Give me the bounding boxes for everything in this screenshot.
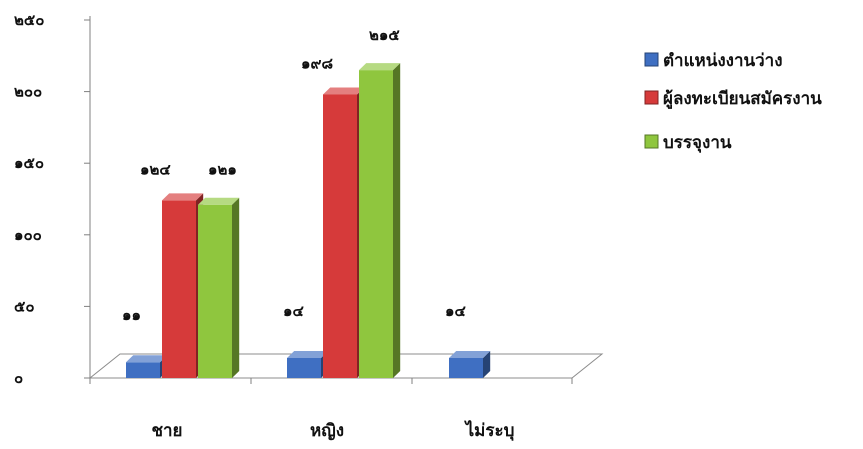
bar-top-face [359, 63, 401, 71]
y-tick-label: ๐ [14, 369, 23, 387]
data-label: ๑๑ [122, 306, 141, 324]
chart-floor [88, 353, 604, 379]
bar-side-face [483, 350, 491, 378]
data-label: ๑๒๔ [140, 160, 171, 178]
bar-front-face [198, 204, 232, 378]
bar-top-face [449, 350, 491, 358]
bar [162, 193, 204, 378]
bar-front-face [162, 200, 196, 378]
bar-side-face [232, 197, 240, 378]
bar [323, 87, 365, 379]
bar-front-face [126, 362, 160, 378]
bar-front-face [449, 357, 483, 378]
data-label: ๑๙๘ [301, 54, 334, 72]
bar [449, 350, 491, 378]
bar-top-face [198, 197, 240, 205]
bar-front-face [323, 94, 357, 379]
bar-side-face [393, 63, 401, 379]
bar-top-face [287, 350, 329, 358]
bar-front-face [359, 70, 393, 379]
legend-item: บรรจุงาน [644, 133, 732, 153]
legend-item: ตำแหน่งงานว่าง [644, 51, 783, 71]
bar [287, 350, 329, 378]
bar-top-face [126, 355, 168, 363]
legend-swatch [644, 52, 659, 67]
legend-swatch [644, 134, 659, 149]
bar-front-face [287, 357, 321, 378]
data-label: ๑๒๑ [208, 161, 237, 179]
legend-swatch [644, 90, 659, 105]
data-label: ๑๔ [445, 302, 467, 320]
bar [359, 63, 401, 379]
legend-item: ผู้ลงทะเบียนสมัครงาน [644, 88, 822, 110]
bar [126, 355, 168, 378]
x-tick-label: หญิง [310, 421, 344, 441]
legend-label: ผู้ลงทะเบียนสมัครงาน [663, 88, 822, 110]
y-tick-label: ๕๐ [14, 297, 35, 315]
bar-top-face [162, 193, 204, 201]
y-tick-label: ๒๕๐ [14, 11, 44, 29]
data-label: ๒๑๕ [369, 26, 400, 44]
y-tick-label: ๒๐๐ [14, 83, 42, 101]
bar [198, 197, 240, 378]
x-tick-label: ไม่ระบุ [464, 420, 515, 441]
bar-top-face [323, 87, 365, 95]
x-tick-label: ชาย [151, 421, 182, 441]
legend-label: ตำแหน่งงานว่าง [663, 51, 783, 71]
data-label: ๑๔ [283, 302, 305, 320]
legend-label: บรรจุงาน [663, 133, 732, 153]
y-tick-label: ๑๕๐ [14, 154, 44, 172]
y-tick-label: ๑๐๐ [14, 226, 42, 244]
